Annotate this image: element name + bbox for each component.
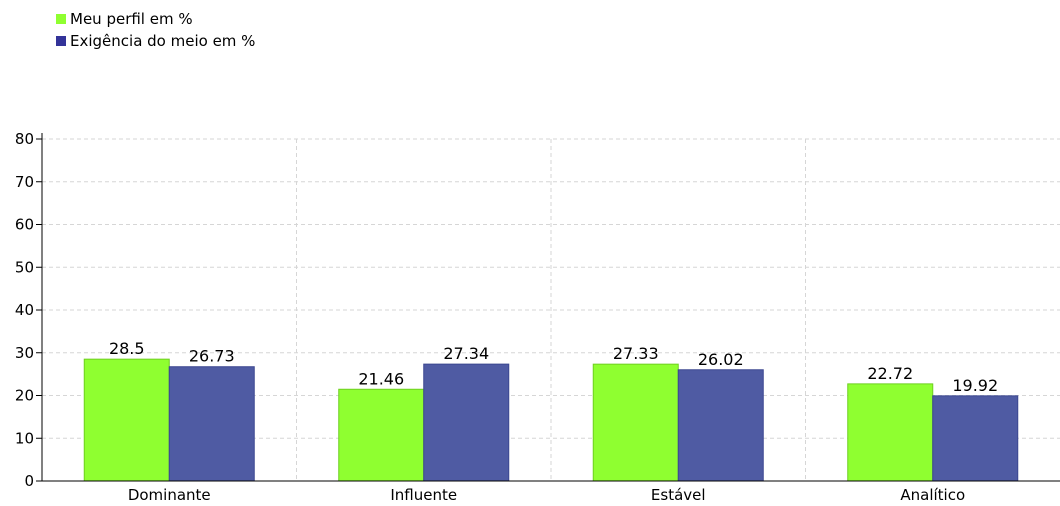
legend-label-exigencia-do-meio: Exigência do meio em % [70, 32, 256, 50]
data-label-dominante-series-1: 28.5 [109, 339, 145, 358]
bar-dominante-series-1 [83, 358, 170, 482]
legend-swatch-exigencia-do-meio [56, 36, 66, 46]
y-tick-label-70: 70 [15, 173, 34, 191]
data-label-dominante-series-2: 26.73 [189, 347, 235, 366]
y-tick-label-0: 0 [24, 472, 34, 490]
data-label-estável-series-2: 26.02 [698, 350, 744, 369]
y-tick-label-80: 80 [15, 130, 34, 148]
data-label-influente-series-1: 21.46 [358, 369, 404, 388]
legend: Meu perfil em % Exigência do meio em % [56, 8, 255, 52]
bar-analítico-series-1 [847, 383, 934, 482]
data-label-estável-series-1: 27.33 [613, 344, 659, 363]
bar-dominante-series-2 [168, 366, 255, 482]
legend-label-meu-perfil: Meu perfil em % [70, 10, 193, 28]
data-label-analítico-series-1: 22.72 [867, 364, 913, 383]
y-tick-label-40: 40 [15, 301, 34, 319]
legend-swatch-meu-perfil [56, 14, 66, 24]
legend-item-meu-perfil: Meu perfil em % [56, 8, 255, 30]
bar-analítico-series-2 [932, 395, 1019, 482]
bar-estável-series-2 [677, 369, 764, 482]
x-tick-label-2: Estável [651, 486, 706, 504]
legend-item-exigencia-do-meio: Exigência do meio em % [56, 30, 255, 52]
y-tick-label-10: 10 [15, 429, 34, 447]
x-tick-label-3: Analítico [900, 486, 965, 504]
x-tick-label-0: Dominante [128, 486, 211, 504]
bar-influente-series-1 [338, 388, 425, 482]
x-tick-label-1: Influente [390, 486, 457, 504]
bar-influente-series-2 [423, 363, 510, 482]
data-label-influente-series-2: 27.34 [443, 344, 489, 363]
y-tick-label-60: 60 [15, 216, 34, 234]
y-tick-label-20: 20 [15, 387, 34, 405]
y-tick-label-50: 50 [15, 258, 34, 276]
data-label-analítico-series-2: 19.92 [952, 376, 998, 395]
y-tick-label-30: 30 [15, 344, 34, 362]
bar-estável-series-1 [592, 363, 679, 482]
